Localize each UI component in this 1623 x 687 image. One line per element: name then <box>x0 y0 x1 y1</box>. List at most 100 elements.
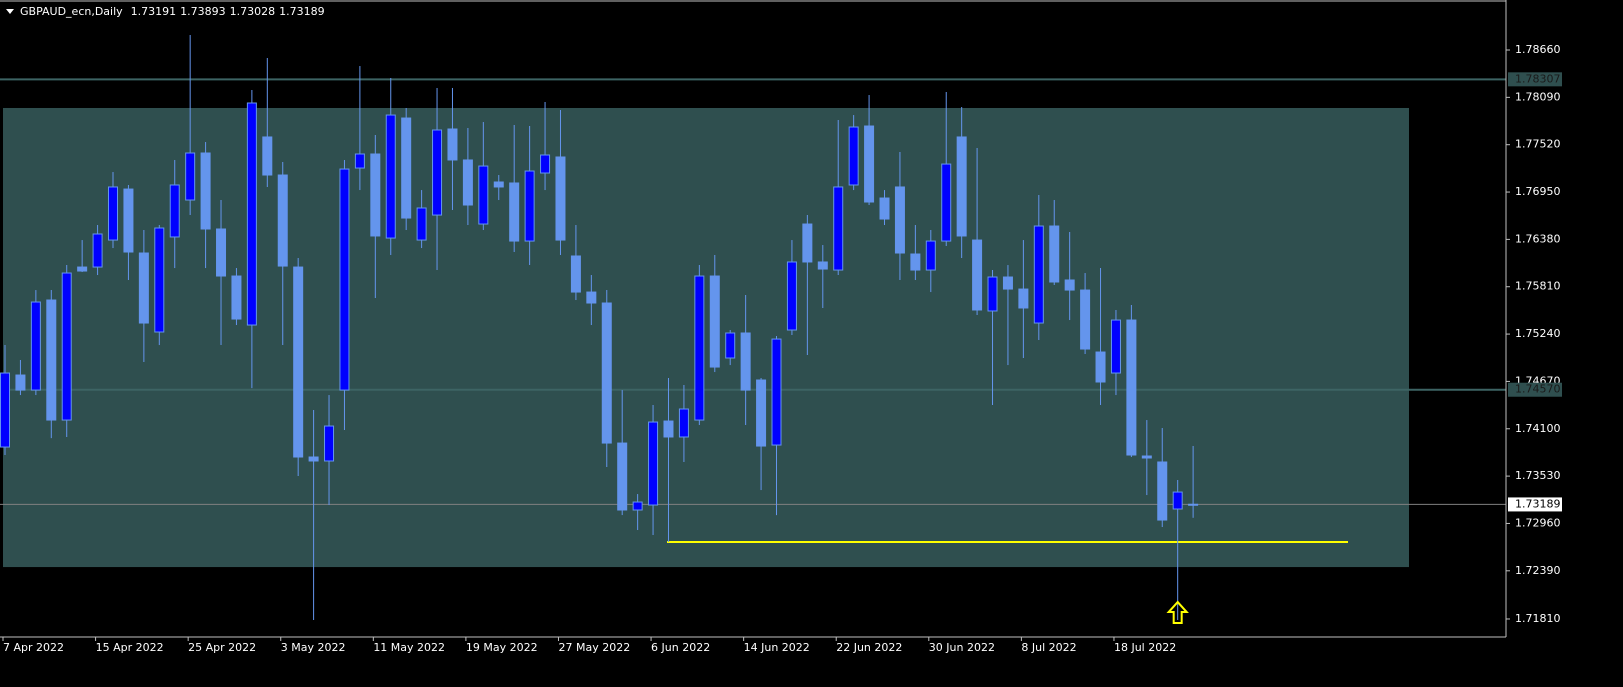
bear-body <box>756 379 767 447</box>
bull-body <box>1110 319 1121 374</box>
bear-body <box>15 374 26 391</box>
bear-body <box>231 275 242 320</box>
x-tick-label: 7 Apr 2022 <box>3 641 64 654</box>
bear-body <box>617 442 628 511</box>
bull-body <box>524 170 535 242</box>
bear-body <box>802 223 813 263</box>
x-tick-label: 3 May 2022 <box>281 641 346 654</box>
bear-body <box>262 136 273 176</box>
bull-body <box>30 301 41 391</box>
bear-body <box>277 174 288 267</box>
x-tick-label: 8 Jul 2022 <box>1021 641 1076 654</box>
x-tick-label: 11 May 2022 <box>373 641 445 654</box>
chart-title: GBPAUD_ecn,Daily 1.73191 1.73893 1.73028 1.7… <box>20 5 325 18</box>
y-tick-label: 1.76380 <box>1515 232 1561 245</box>
bear-body <box>200 152 211 230</box>
bull-body <box>848 126 859 186</box>
bull-body <box>185 152 196 201</box>
y-tick-label: 1.76950 <box>1515 185 1561 198</box>
bear-body <box>293 266 304 458</box>
bull-body <box>478 165 489 225</box>
bear-body <box>1064 279 1075 291</box>
zone <box>3 107 1409 568</box>
bull-body <box>833 186 844 271</box>
bull-body <box>925 240 936 271</box>
bear-body <box>509 182 520 242</box>
bear-body <box>1188 503 1199 506</box>
y-tick-label: 1.78090 <box>1515 90 1561 103</box>
menu-arrow[interactable] <box>6 9 14 14</box>
bear-body <box>864 125 875 203</box>
bear-body <box>879 197 890 220</box>
bull-body <box>0 372 10 448</box>
x-tick-label: 27 May 2022 <box>558 641 630 654</box>
bull-body <box>632 501 643 511</box>
bear-body <box>462 159 473 206</box>
bear-body <box>138 252 149 324</box>
bear-body <box>123 188 134 253</box>
bear-body <box>570 255 581 293</box>
x-tick-label: 18 Jul 2022 <box>1114 641 1176 654</box>
ohlc-high: 1.73893 <box>180 5 226 18</box>
current-price-box <box>1508 497 1562 512</box>
bear-body <box>1126 319 1137 456</box>
ohlc-close: 1.73189 <box>279 5 325 18</box>
x-tick-label: 14 Jun 2022 <box>744 641 810 654</box>
bear-body <box>740 332 751 391</box>
bull-body <box>540 154 551 174</box>
bear-body <box>1080 289 1091 350</box>
bear-body <box>493 181 504 188</box>
bull-body <box>169 184 180 238</box>
bull-body <box>725 332 736 359</box>
bull-body <box>385 114 396 239</box>
bear-body <box>555 156 566 241</box>
bull-body <box>786 261 797 331</box>
symbol: GBPAUD_ecn,Daily <box>20 5 123 18</box>
bear-body <box>601 302 612 444</box>
bull-body <box>678 408 689 438</box>
y-tick-label: 1.73530 <box>1515 469 1561 482</box>
x-tick-label: 15 Apr 2022 <box>96 641 164 654</box>
y-tick-label: 1.74100 <box>1515 422 1561 435</box>
bull-body <box>771 338 782 446</box>
bull-body <box>987 276 998 312</box>
bear-body <box>1095 351 1106 383</box>
x-tick-label: 22 Jun 2022 <box>836 641 902 654</box>
price-line-label: 1.74570 <box>1515 383 1561 396</box>
price-line-label-box <box>1508 382 1562 397</box>
bear-body <box>46 299 57 421</box>
bull-body <box>354 153 365 169</box>
bear-body <box>370 153 381 237</box>
y-tick-label: 1.75810 <box>1515 280 1561 293</box>
bear-body <box>663 420 674 438</box>
bear-body <box>910 253 921 271</box>
bull-body <box>941 163 952 242</box>
bear-body <box>709 275 720 368</box>
y-tick-label: 1.71810 <box>1515 612 1561 625</box>
x-tick-label: 19 May 2022 <box>466 641 538 654</box>
y-tick-label: 1.77520 <box>1515 138 1561 151</box>
bear-body <box>401 117 412 219</box>
bear-body <box>216 228 227 277</box>
bear-body <box>1157 461 1168 521</box>
arrow-marker <box>1166 600 1189 625</box>
bear-body <box>894 186 905 254</box>
bear-body <box>1018 288 1029 309</box>
bull-body <box>324 425 335 462</box>
x-tick-label: 30 Jun 2022 <box>929 641 995 654</box>
bull-body <box>61 272 72 421</box>
bull-body <box>416 207 427 241</box>
bull-body <box>154 227 165 333</box>
y-tick-label: 1.75240 <box>1515 327 1561 340</box>
bear-body <box>1002 276 1013 290</box>
price-line-label: 1.78307 <box>1515 72 1561 85</box>
price-line-label-box <box>1508 72 1562 87</box>
bear-body <box>972 239 983 311</box>
bull-body <box>648 421 659 506</box>
x-tick-label: 25 Apr 2022 <box>188 641 256 654</box>
bull-body <box>694 275 705 421</box>
bear-body <box>1049 225 1060 283</box>
bear-body <box>817 261 828 270</box>
